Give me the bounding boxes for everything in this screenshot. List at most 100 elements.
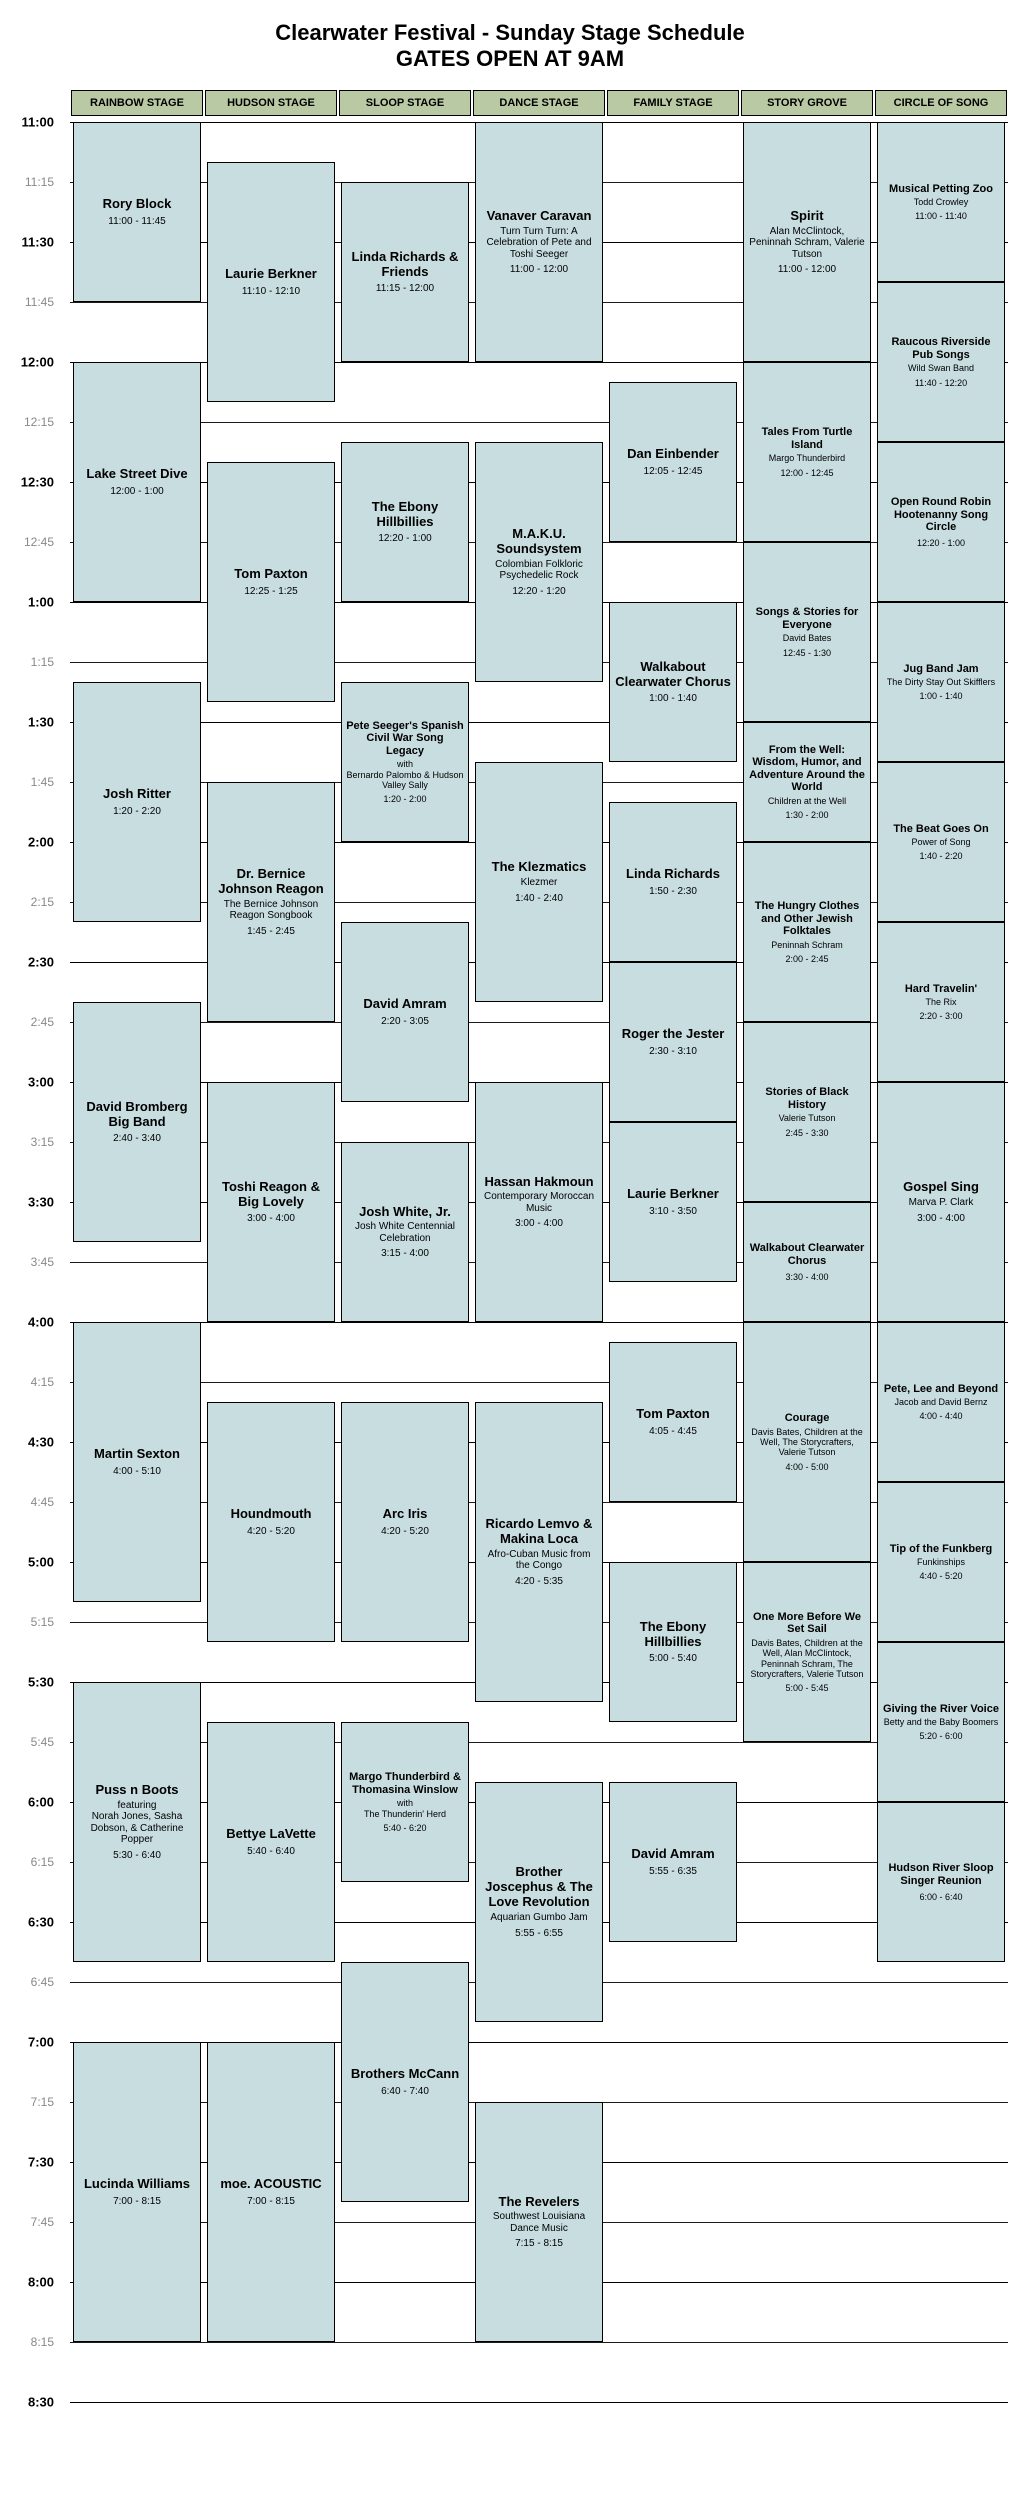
event-block: moe. ACOUSTIC7:00 - 8:15 <box>207 2042 335 2342</box>
event-time: 12:00 - 12:45 <box>780 468 833 478</box>
event-title: Houndmouth <box>231 1507 312 1522</box>
event-block: Tip of the FunkbergFunkinships4:40 - 5:2… <box>877 1482 1005 1642</box>
event-time: 6:00 - 6:40 <box>919 1892 962 1902</box>
event-time: 11:15 - 12:00 <box>376 283 434 294</box>
event-time: 1:40 - 2:20 <box>919 851 962 861</box>
event-block: Linda Richards1:50 - 2:30 <box>609 802 737 962</box>
stage-header: SLOOP STAGE <box>339 90 471 116</box>
event-block: David Bromberg Big Band2:40 - 3:40 <box>73 1002 201 1242</box>
event-title: The Klezmatics <box>492 860 587 875</box>
gridline <box>70 2342 1008 2343</box>
event-subtitle: Peninnah Schram <box>771 940 843 950</box>
time-label: 11:30 <box>21 235 54 250</box>
event-subtitle: The Dirty Stay Out Skifflers <box>887 677 995 687</box>
event-subtitle: Funkinships <box>917 1557 965 1567</box>
time-label: 1:45 <box>31 775 54 789</box>
event-block: Walkabout Clearwater Chorus 3:30 - 4:00 <box>743 1202 871 1322</box>
event-title: Walkabout Clearwater Chorus <box>748 1242 866 1267</box>
event-block: Musical Petting ZooTodd Crowley11:00 - 1… <box>877 122 1005 282</box>
event-block: Giving the River VoiceBetty and the Baby… <box>877 1642 1005 1802</box>
event-block: Laurie Berkner3:10 - 3:50 <box>609 1122 737 1282</box>
event-time: 12:20 - 1:00 <box>378 533 431 544</box>
event-block: CourageDavis Bates, Children at the Well… <box>743 1322 871 1562</box>
event-title: Stories of Black History <box>748 1086 866 1111</box>
event-title: Pete, Lee and Beyond <box>884 1383 998 1396</box>
event-block: Hudson River Sloop Singer Reunion6:00 - … <box>877 1802 1005 1962</box>
event-time: 5:55 - 6:35 <box>649 1866 697 1877</box>
event-time: 5:00 - 5:45 <box>785 1683 828 1693</box>
time-label: 3:15 <box>31 1135 54 1149</box>
event-title: Hassan Hakmoun <box>484 1175 593 1190</box>
event-block: Arc Iris4:20 - 5:20 <box>341 1402 469 1642</box>
page-subtitle: GATES OPEN AT 9AM <box>0 46 1020 72</box>
event-time: 1:40 - 2:40 <box>515 893 563 904</box>
event-title: Margo Thunderbird & Thomasina Winslow <box>346 1771 464 1796</box>
stage-header: RAINBOW STAGE <box>71 90 203 116</box>
event-block: SpiritAlan McClintock, Peninnah Schram, … <box>743 122 871 362</box>
event-block: Dr. Bernice Johnson ReagonThe Bernice Jo… <box>207 782 335 1022</box>
event-time: 3:15 - 4:00 <box>381 1248 429 1259</box>
event-title: Hard Travelin' <box>905 983 977 996</box>
event-block: Houndmouth 4:20 - 5:20 <box>207 1402 335 1642</box>
event-time: 11:00 - 11:45 <box>108 216 165 227</box>
event-block: Linda Richards & Friends11:15 - 12:00 <box>341 182 469 362</box>
event-time: 3:00 - 4:00 <box>247 1213 295 1224</box>
event-subtitle: Betty and the Baby Boomers <box>884 1717 999 1727</box>
event-time: 2:20 - 3:05 <box>381 1016 429 1027</box>
event-block: Pete Seeger's Spanish Civil War Song Leg… <box>341 682 469 842</box>
event-time: 3:30 - 4:00 <box>785 1272 828 1282</box>
event-block: Josh Ritter1:20 - 2:20 <box>73 682 201 922</box>
event-title: Courage <box>785 1412 830 1425</box>
event-title: Roger the Jester <box>622 1027 725 1042</box>
time-label: 2:45 <box>31 1015 54 1029</box>
event-subtitle: Margo Thunderbird <box>769 453 845 463</box>
event-subtitle: Jacob and David Bernz <box>894 1397 987 1407</box>
event-subtitle: Klezmer <box>521 877 558 889</box>
time-label: 12:30 <box>21 475 54 490</box>
event-block: Brothers McCann6:40 - 7:40 <box>341 1962 469 2202</box>
event-subtitle: Afro-Cuban Music from the Congo <box>480 1549 598 1572</box>
event-time: 12:45 - 1:30 <box>783 648 831 658</box>
event-title: Toshi Reagon & Big Lovely <box>212 1180 330 1210</box>
event-title: Rory Block <box>103 197 172 212</box>
event-title: Musical Petting Zoo <box>889 183 993 196</box>
event-title: Josh White, Jr. <box>359 1205 451 1220</box>
event-time: 2:30 - 3:10 <box>649 1046 697 1057</box>
event-time: 7:00 - 8:15 <box>113 2196 161 2207</box>
event-subtitle: Davis Bates, Children at the Well, Alan … <box>748 1638 866 1679</box>
event-title: Dr. Bernice Johnson Reagon <box>212 867 330 897</box>
time-label: 5:30 <box>28 1675 54 1690</box>
event-title: Pete Seeger's Spanish Civil War Song Leg… <box>346 720 464 758</box>
event-time: 2:00 - 2:45 <box>785 954 828 964</box>
event-block: The Beat Goes OnPower of Song1:40 - 2:20 <box>877 762 1005 922</box>
time-label: 2:15 <box>31 895 54 909</box>
event-block: Walkabout Clearwater Chorus1:00 - 1:40 <box>609 602 737 762</box>
page-title: Clearwater Festival - Sunday Stage Sched… <box>0 20 1020 46</box>
event-subtitle: Alan McClintock, Peninnah Schram, Valeri… <box>748 226 866 261</box>
time-label: 4:15 <box>31 1375 54 1389</box>
event-block: One More Before We Set SailDavis Bates, … <box>743 1562 871 1742</box>
event-subtitle: Josh White Centennial Celebration <box>346 1221 464 1244</box>
event-block: Tom Paxton4:05 - 4:45 <box>609 1342 737 1502</box>
time-label: 3:30 <box>28 1195 54 1210</box>
time-label: 8:00 <box>28 2275 54 2290</box>
event-time: 12:00 - 1:00 <box>110 486 163 497</box>
event-time: 1:45 - 2:45 <box>247 926 295 937</box>
event-time: 2:40 - 3:40 <box>113 1133 161 1144</box>
event-time: 11:00 - 11:40 <box>915 211 967 221</box>
event-time: 4:00 - 5:00 <box>785 1462 828 1472</box>
time-label: 4:45 <box>31 1495 54 1509</box>
event-block: Jug Band JamThe Dirty Stay Out Skifflers… <box>877 602 1005 762</box>
event-title: The Hungry Clothes and Other Jewish Folk… <box>748 900 866 938</box>
event-block: The Ebony Hillbillies5:00 - 5:40 <box>609 1562 737 1722</box>
event-subtitle: Wild Swan Band <box>908 363 974 373</box>
event-block: Gospel SingMarva P. Clark3:00 - 4:00 <box>877 1082 1005 1322</box>
event-time: 4:20 - 5:20 <box>247 1526 295 1537</box>
event-block: Rory Block 11:00 - 11:45 <box>73 122 201 302</box>
event-title: Linda Richards <box>626 867 720 882</box>
event-time: 11:00 - 12:00 <box>778 264 836 275</box>
event-title: Brother Joscephus & The Love Revolution <box>480 1865 598 1910</box>
event-block: Open Round Robin Hootenanny Song Circle1… <box>877 442 1005 602</box>
event-block: Bettye LaVette5:40 - 6:40 <box>207 1722 335 1962</box>
event-block: Lucinda Williams7:00 - 8:15 <box>73 2042 201 2342</box>
